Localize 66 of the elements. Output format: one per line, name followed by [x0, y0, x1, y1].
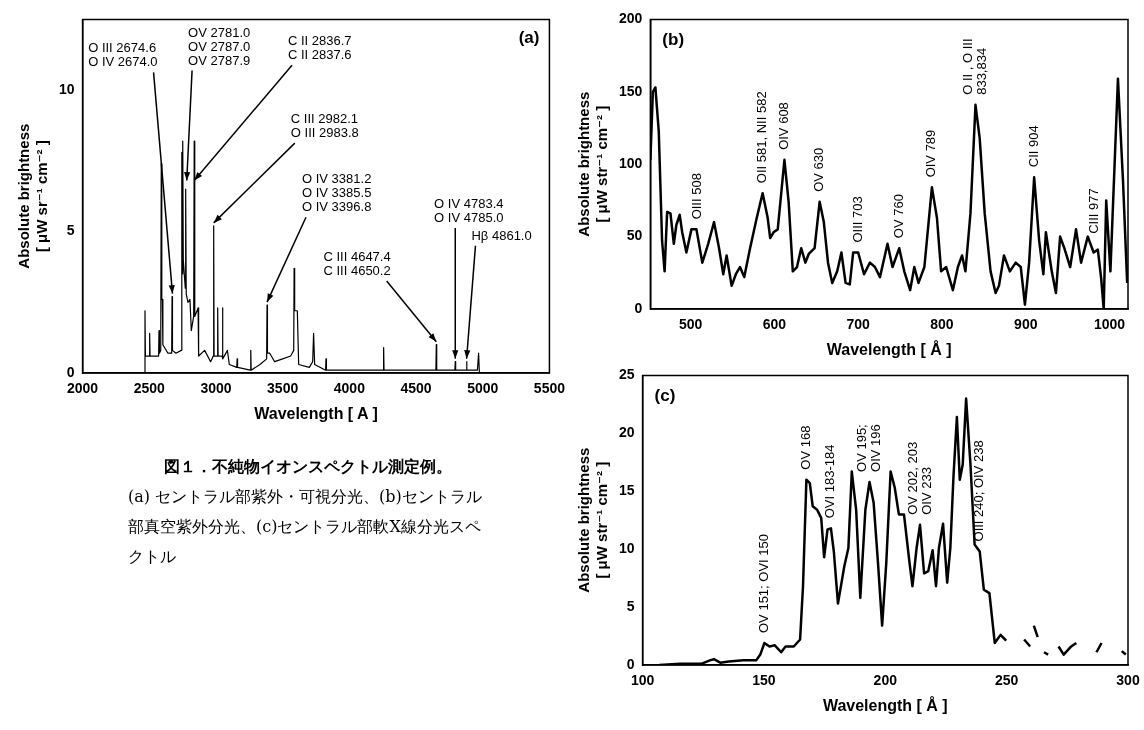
x-axis-title: Wavelength [ Å ]	[822, 695, 948, 714]
y-tick-label: 0	[66, 363, 75, 380]
x-tick-label: 2500	[133, 380, 166, 397]
x-tick-label: 3000	[200, 380, 232, 397]
annotation: OIII 703	[849, 196, 865, 243]
x-tick-label: 700	[846, 316, 871, 333]
annotation: (c)	[654, 385, 676, 405]
x-tick-label: 4000	[333, 380, 366, 397]
x-tick-label: 4500	[400, 380, 432, 397]
y-tick-label: 15	[618, 482, 635, 499]
annotation: OV 760	[890, 194, 906, 239]
annotation: C III 2982.1 O III 2983.8	[290, 111, 359, 141]
text: (a) セントラル部紫外・可視分光、(b)セントラル部真空紫外分光、(c)セントラル部軟X線分光スペクトル	[128, 486, 483, 568]
y-tick-label: 10	[618, 540, 635, 557]
x-axis-title: Wavelength [ A ]	[254, 404, 378, 422]
y-tick-label: 20	[618, 424, 635, 441]
annotation: OV 630	[811, 147, 827, 192]
annotation: O III 2674.6 O IV 2674.0	[88, 40, 158, 70]
y-tick-label: 5	[66, 222, 75, 239]
annotation: Hβ 4861.0	[471, 227, 532, 243]
x-tick-label: 5000	[467, 380, 499, 397]
y-tick-label: 0	[634, 299, 643, 316]
annotation: OIII 508	[688, 173, 704, 220]
x-tick-label: 900	[1014, 316, 1038, 333]
y-axis-title: Absolute brightness [ μW str⁻¹ cm⁻² ]	[575, 91, 611, 237]
annotation: OIV 608	[776, 102, 792, 150]
x-tick-label: 500	[678, 316, 703, 333]
x-tick-label: 1000	[1093, 316, 1126, 333]
x-tick-label: 300	[1116, 672, 1140, 689]
annotation: OIV 789	[923, 129, 939, 178]
y-tick-label: 100	[619, 155, 643, 172]
annotation: O II , O III 833,834	[960, 38, 990, 95]
y-tick-label: 5	[626, 597, 635, 614]
y-axis-title: Absolute brightness [ μW str⁻¹ cm⁻² ]	[575, 447, 611, 593]
annotation: (a)	[518, 27, 540, 47]
annotation: OVI 183-184	[822, 444, 838, 519]
y-tick-label: 0	[626, 655, 635, 672]
x-tick-label: 5500	[533, 380, 566, 397]
x-tick-label: 2000	[66, 380, 99, 397]
x-tick-label: 600	[762, 316, 787, 333]
y-tick-label: 10	[58, 80, 75, 97]
annotation: O IV 3381.2 O IV 3385.5 O IV 3396.8	[301, 171, 372, 215]
annotation: OII 581, NII 582	[754, 91, 770, 184]
annotation: OV 2781.0 OV 2787.0 OV 2787.9	[188, 24, 251, 68]
annotation: C III 4647.4 C III 4650.2	[323, 249, 391, 279]
x-axis-title: Wavelength [ Å ]	[826, 339, 952, 358]
y-tick-label: 200	[619, 10, 643, 27]
annotation: OV 195; OIV 196	[854, 424, 884, 472]
y-tick-label: 150	[619, 82, 643, 99]
annotation: C II 2836.7 C II 2837.6	[287, 33, 352, 63]
annotation: (b)	[662, 29, 685, 49]
annotation: CIII 977	[1086, 188, 1102, 234]
annotation: O IV 4783.4 O IV 4785.0	[434, 196, 504, 226]
x-tick-label: 250	[994, 672, 1019, 689]
y-tick-label: 50	[626, 227, 643, 244]
text: 図１．不純物イオンスペクトル測定例。	[163, 456, 453, 478]
annotation: OV 168	[797, 425, 813, 470]
annotation: OV 202, 203 OIV 233	[904, 441, 934, 515]
x-tick-label: 800	[930, 316, 954, 333]
annotation: CII 904	[1025, 125, 1041, 168]
x-tick-label: 150	[752, 672, 776, 689]
x-tick-label: 3500	[267, 380, 299, 397]
y-axis-title: Absolute brightness [ μW sr⁻¹ cm⁻² ]	[15, 123, 51, 269]
x-tick-label: 200	[873, 672, 898, 689]
y-tick-label: 25	[618, 366, 635, 383]
annotation: OV 151; OVI 150	[755, 533, 771, 633]
